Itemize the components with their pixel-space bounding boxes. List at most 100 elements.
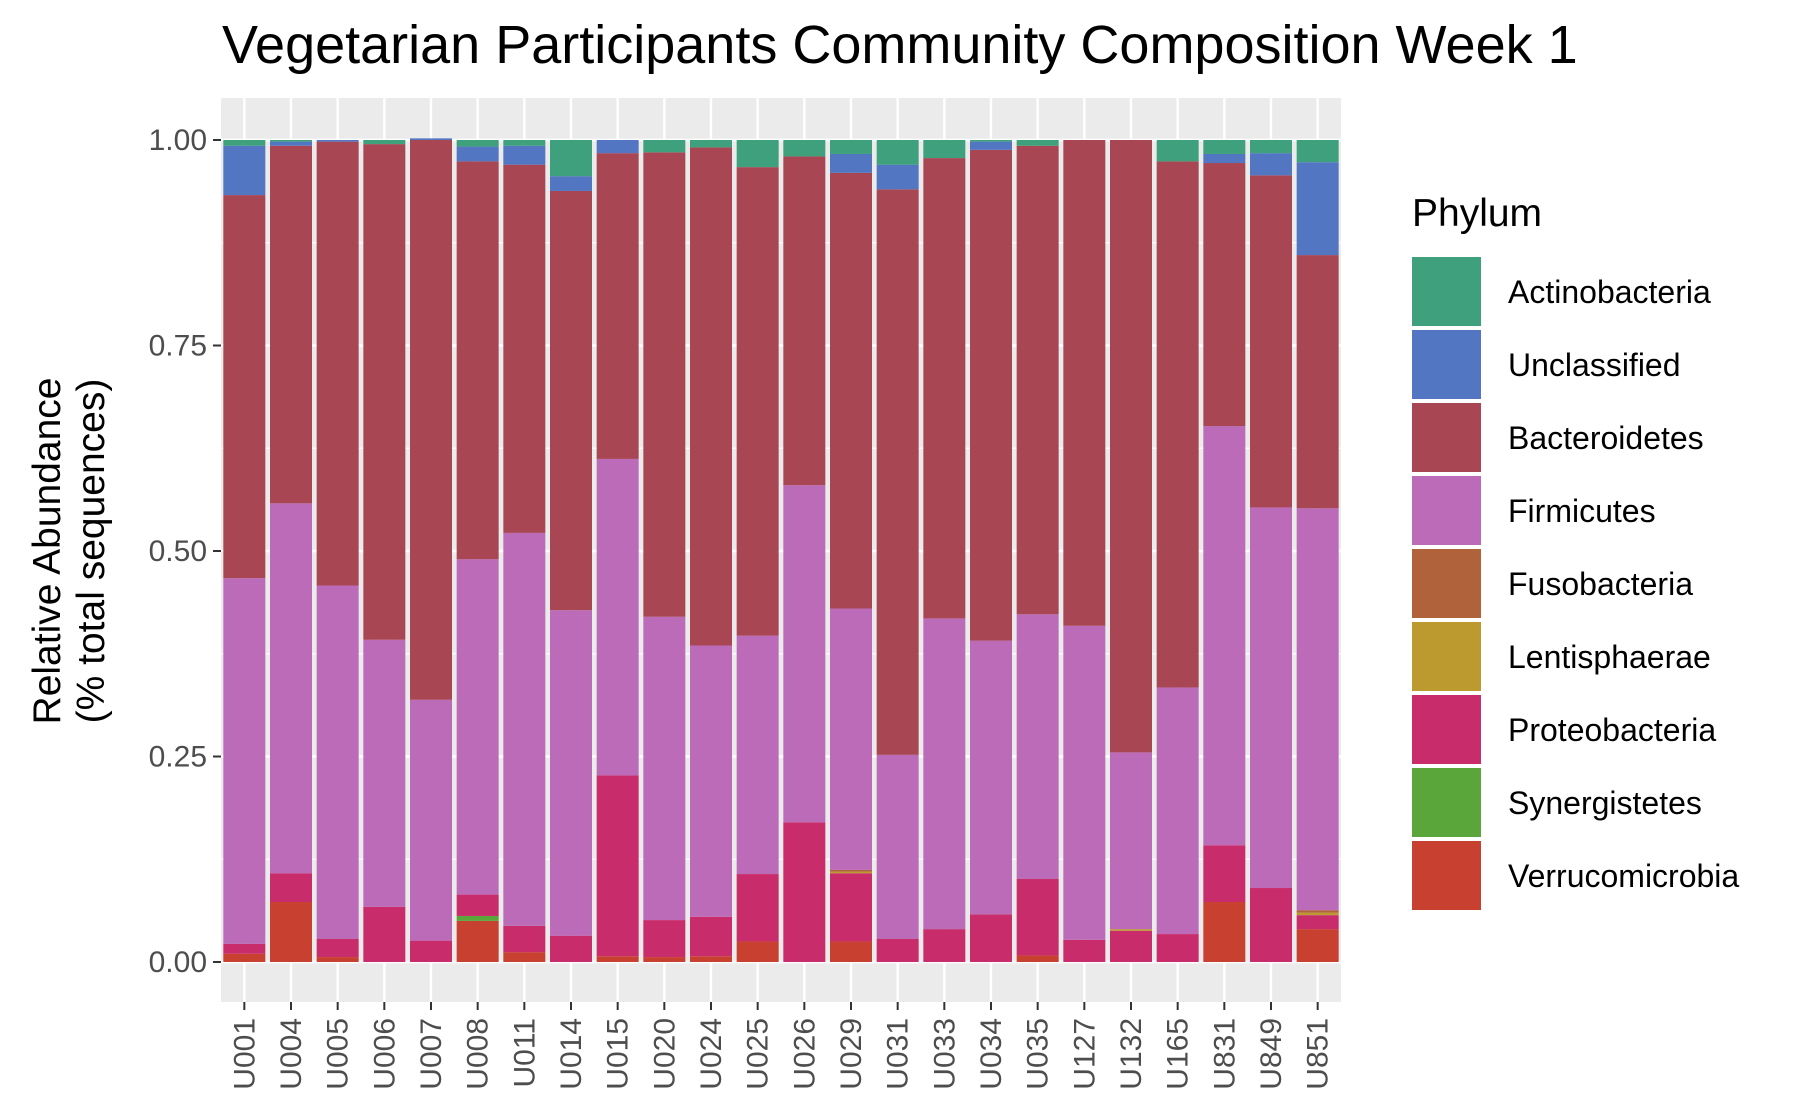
bar-segment-verrucomicrobia xyxy=(1203,901,1246,962)
bar-segment-firmicutes xyxy=(1296,508,1339,911)
bar-segment-bacteroidetes xyxy=(1063,140,1106,626)
bar-segment-actinobacteria xyxy=(690,140,732,148)
y-tick-label: 0.75 xyxy=(149,330,207,363)
bar-segment-proteobacteria xyxy=(363,906,406,962)
bar-segment-fusobacteria xyxy=(1296,910,1339,913)
bar-segment-proteobacteria xyxy=(1016,878,1059,956)
x-tick-label: U011 xyxy=(508,1018,541,1088)
x-tick-label: U004 xyxy=(275,1018,308,1090)
bar-segment-unclassified xyxy=(503,145,546,165)
bar-segment-actinobacteria xyxy=(1296,140,1339,163)
bar-segment-verrucomicrobia xyxy=(1296,929,1339,962)
bar-segment-bacteroidetes xyxy=(223,195,266,579)
bar-segment-actinobacteria xyxy=(550,140,592,177)
legend-swatch xyxy=(1412,549,1481,618)
bar-segment-unclassified xyxy=(316,140,359,142)
bar-segment-lentisphaerae xyxy=(1110,929,1152,931)
bar-segment-verrucomicrobia xyxy=(456,920,499,962)
x-tick-label: U008 xyxy=(462,1018,495,1090)
legend-item: Synergistetes xyxy=(1412,768,1702,837)
y-axis: 0.00 0.25 0.50 0.75 1.00 xyxy=(149,124,221,979)
legend-label: Verrucomicrobia xyxy=(1508,858,1739,894)
bar-segment-proteobacteria xyxy=(1063,939,1106,962)
bar-segment-proteobacteria xyxy=(690,916,732,957)
bar-segment-proteobacteria xyxy=(223,943,266,954)
bar-segment-actinobacteria xyxy=(456,140,499,147)
y-tick-label: 0.00 xyxy=(149,946,207,979)
bar-segment-bacteroidetes xyxy=(503,164,546,533)
bar-segment-bacteroidetes xyxy=(1203,163,1246,427)
bar-segment-verrucomicrobia xyxy=(1016,955,1059,962)
x-tick-label: U132 xyxy=(1115,1018,1148,1090)
legend-label: Fusobacteria xyxy=(1508,566,1693,602)
x-tick-label: U831 xyxy=(1208,1018,1241,1090)
x-tick-label: U020 xyxy=(648,1018,681,1090)
x-tick-label: U034 xyxy=(975,1018,1008,1090)
x-tick-label: U029 xyxy=(835,1018,868,1090)
bar-segment-bacteroidetes xyxy=(410,140,452,700)
bar-segment-actinobacteria xyxy=(1016,140,1059,146)
bar-segment-proteobacteria xyxy=(876,938,919,962)
bar-segment-firmicutes xyxy=(456,559,499,895)
legend-swatch xyxy=(1412,403,1481,472)
bar-segment-unclassified xyxy=(1203,153,1246,164)
bar-segment-firmicutes xyxy=(1203,426,1246,846)
bar-segment-actinobacteria xyxy=(503,140,546,146)
bar-segment-firmicutes xyxy=(1110,752,1152,930)
bar-segment-proteobacteria xyxy=(643,920,686,958)
bar-segment-firmicutes xyxy=(363,639,406,907)
legend-swatch xyxy=(1412,768,1481,837)
bar-segment-bacteroidetes xyxy=(1296,255,1339,509)
bar-segment-proteobacteria xyxy=(1250,888,1292,962)
x-axis: U001 U004 U005 U006 U007 U008 U011 U014 U015 U020… xyxy=(228,1002,1335,1090)
bar-segment-bacteroidetes xyxy=(783,156,826,486)
bar-segment-verrucomicrobia xyxy=(596,956,639,962)
legend-item: Firmicutes xyxy=(1412,476,1656,545)
bar-segment-actinobacteria xyxy=(363,140,406,145)
bar-segment-bacteroidetes xyxy=(1250,175,1292,508)
bar-segment-bacteroidetes xyxy=(550,190,592,611)
x-tick-label: U014 xyxy=(555,1018,588,1090)
chart-title: Vegetarian Participants Community Compos… xyxy=(222,15,1578,75)
bar-segment-firmicutes xyxy=(690,645,732,917)
bar-segment-actinobacteria xyxy=(830,140,872,154)
legend-item: Lentisphaerae xyxy=(1412,622,1711,691)
legend-label: Lentisphaerae xyxy=(1508,639,1711,675)
x-tick-label: U025 xyxy=(742,1018,775,1090)
x-tick-label: U031 xyxy=(882,1018,915,1090)
bar-segment-firmicutes xyxy=(1063,625,1106,940)
legend-item: Proteobacteria xyxy=(1412,695,1716,764)
legend-item: Unclassified xyxy=(1412,330,1681,399)
bar-segment-proteobacteria xyxy=(970,914,1012,962)
bar-segment-proteobacteria xyxy=(1203,845,1246,902)
legend-label: Bacteroidetes xyxy=(1508,420,1704,456)
bar-segment-bacteroidetes xyxy=(830,172,872,609)
bar-segment-firmicutes xyxy=(1250,507,1292,889)
bar-segment-firmicutes xyxy=(410,699,452,941)
y-axis-title-line: Relative Abundance xyxy=(26,378,69,725)
legend-swatch xyxy=(1412,330,1481,399)
bar-segment-verrucomicrobia xyxy=(270,901,312,962)
bar-segment-actinobacteria xyxy=(970,140,1012,142)
x-tick-label: U033 xyxy=(928,1018,961,1090)
x-tick-label: U127 xyxy=(1068,1018,1101,1090)
bar-segment-firmicutes xyxy=(550,610,592,936)
bar-segment-bacteroidetes xyxy=(923,158,966,619)
bar-segment-synergistetes xyxy=(456,915,499,921)
bar-segment-proteobacteria xyxy=(410,940,452,962)
y-axis-title: Relative Abundance (% total sequences) xyxy=(26,378,113,725)
legend-swatch xyxy=(1412,476,1481,545)
bar-segment-firmicutes xyxy=(1016,614,1059,879)
bar-segment-unclassified xyxy=(596,140,639,154)
x-tick-label: U851 xyxy=(1302,1018,1335,1090)
bar-segment-verrucomicrobia xyxy=(223,953,266,962)
bar-segment-firmicutes xyxy=(223,578,266,944)
bar-segment-firmicutes xyxy=(876,754,919,939)
bar-segment-actinobacteria xyxy=(923,140,966,159)
legend-item: Bacteroidetes xyxy=(1412,403,1704,472)
bar-segment-proteobacteria xyxy=(923,929,966,962)
bar-segment-actinobacteria xyxy=(1250,140,1292,154)
bar-segment-actinobacteria xyxy=(783,140,826,157)
bar-segment-unclassified xyxy=(270,141,312,146)
